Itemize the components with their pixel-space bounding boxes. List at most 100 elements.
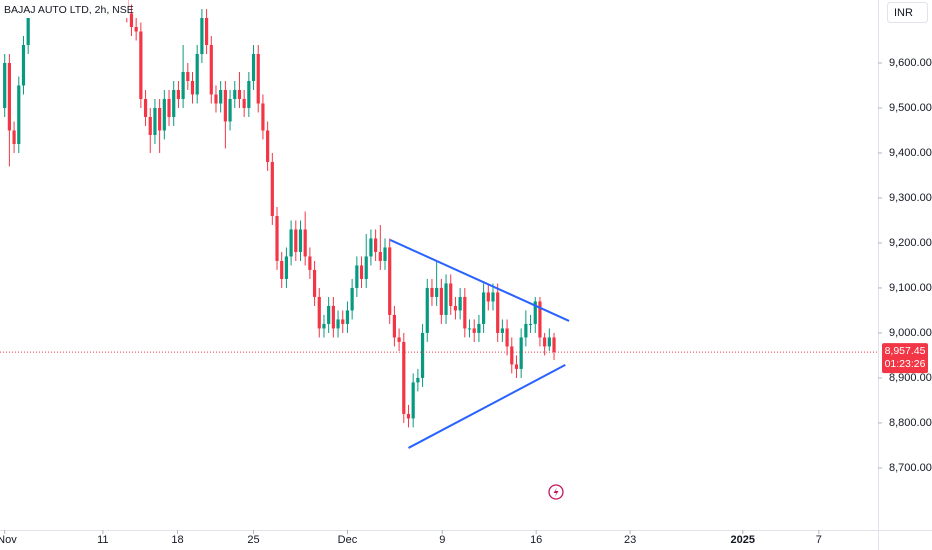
candle-body <box>129 13 134 27</box>
candle-body <box>369 238 373 257</box>
candle-body <box>172 89 176 117</box>
candle-body <box>543 337 547 347</box>
candle-body <box>312 269 317 297</box>
x-tick-label: 9 <box>439 534 445 546</box>
title-background <box>0 0 128 18</box>
candle-body <box>482 292 486 324</box>
x-tick-label: 7 <box>816 534 822 546</box>
candle-body <box>327 305 331 324</box>
candle-body <box>186 71 190 81</box>
candle-body <box>552 337 556 353</box>
candle-body <box>26 0 30 45</box>
y-tick-label: 8,700.00 <box>889 462 932 474</box>
x-tick-label: 2025 <box>731 534 755 546</box>
candle-body <box>12 130 16 144</box>
trendline <box>408 364 566 449</box>
candle-body <box>280 260 284 279</box>
candle-body <box>514 364 519 369</box>
candle-body <box>341 319 345 324</box>
candle-body <box>519 337 523 369</box>
candle-body <box>214 94 218 104</box>
x-tick-label: 25 <box>247 534 259 546</box>
candle-body <box>477 323 481 333</box>
candle-body <box>345 310 350 324</box>
candle-body <box>430 287 434 297</box>
candle-body <box>411 382 415 419</box>
candle-body <box>209 44 213 95</box>
y-tick-label: 9,100.00 <box>889 282 932 294</box>
candle-body <box>21 44 26 86</box>
candle-body <box>350 287 354 311</box>
candle-body <box>303 229 307 257</box>
candle-body <box>496 292 500 333</box>
candle-body <box>270 161 274 216</box>
candle-body <box>266 130 270 162</box>
candle-body <box>242 98 246 108</box>
candle-body <box>355 265 359 288</box>
y-tick-label: 9,000.00 <box>889 327 932 339</box>
x-tick-label: 11 <box>97 534 108 546</box>
candle-body <box>397 337 401 342</box>
x-tick-label: 23 <box>624 534 636 546</box>
candle-body <box>322 323 326 329</box>
x-tick-label: 16 <box>530 534 542 546</box>
candle-body <box>364 256 368 279</box>
candle-body <box>491 292 495 302</box>
candle-body <box>148 116 152 135</box>
candle-body <box>256 53 260 104</box>
candle-body <box>359 265 364 279</box>
candle-body <box>308 256 312 270</box>
candle-body <box>251 53 256 81</box>
lightning-icon[interactable] <box>548 484 564 500</box>
candle-body <box>17 85 21 144</box>
candle-body <box>3 62 7 108</box>
candle-body <box>383 247 387 261</box>
candle-body <box>228 98 232 122</box>
currency: INR <box>894 7 913 19</box>
candle-body <box>331 305 335 329</box>
candle-body <box>524 323 528 338</box>
candle-body <box>416 377 420 383</box>
plot-area <box>3 0 570 449</box>
chart-title: BAJAJ AUTO LTD, 2h, NSE <box>4 4 134 16</box>
last-price-label: 8,957.45 <box>885 345 926 357</box>
y-tick-label: 9,500.00 <box>889 102 932 114</box>
candle-body <box>247 80 251 108</box>
candle-body <box>388 247 392 315</box>
candle-body <box>284 256 289 279</box>
y-tick-label: 9,600.00 <box>889 57 932 69</box>
candle-body <box>190 80 195 95</box>
candle-body <box>233 89 237 99</box>
x-tick-label: 18 <box>171 534 183 546</box>
candle-body <box>378 251 382 261</box>
candle-body <box>261 103 265 131</box>
candle-body <box>237 89 242 99</box>
candle-body <box>458 296 462 311</box>
candle-body <box>317 296 321 329</box>
candle-body <box>439 287 443 315</box>
candle-body <box>463 296 467 329</box>
candle-body <box>374 238 378 252</box>
currency-box[interactable] <box>887 2 928 23</box>
candle-body <box>204 17 209 45</box>
candle-body <box>158 107 162 131</box>
last-price-box <box>882 343 928 374</box>
candle-body <box>420 332 425 378</box>
candle-body <box>139 31 143 99</box>
candle-body <box>533 301 537 324</box>
candle-body <box>505 328 509 347</box>
x-tick-label: Nov <box>0 534 17 546</box>
x-tick-label: Dec <box>338 534 358 546</box>
candle-body <box>167 98 171 117</box>
trendline <box>389 239 570 322</box>
candle-body <box>547 337 551 347</box>
candle-body <box>435 287 439 297</box>
candle-body <box>444 283 448 315</box>
candle-body <box>153 107 157 135</box>
candle-body <box>298 229 303 252</box>
candle-body <box>294 229 298 252</box>
candle-body <box>195 53 199 95</box>
candle-body <box>467 328 472 330</box>
